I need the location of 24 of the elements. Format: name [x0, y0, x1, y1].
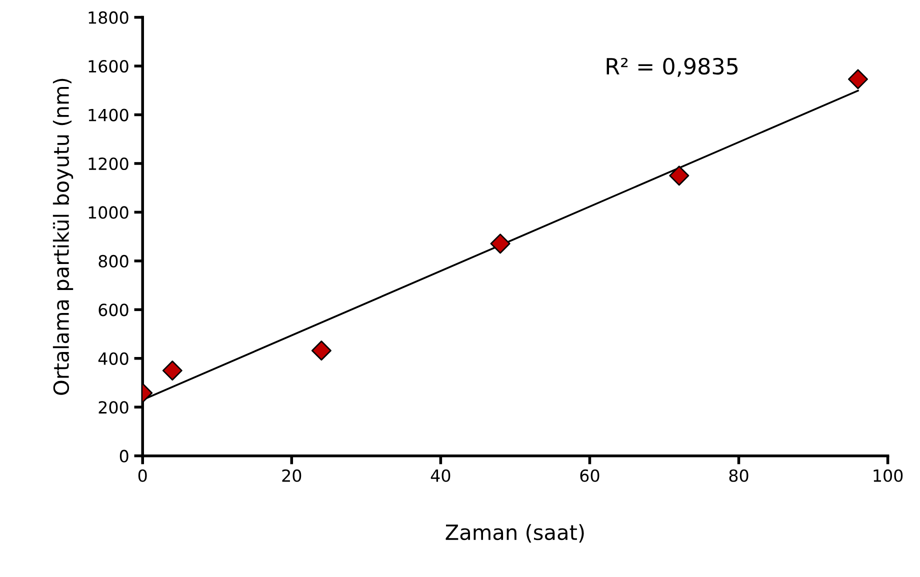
- y-tick-label: 1200: [88, 157, 128, 170]
- y-axis-title: Ortalama partikül boyutu (nm): [52, 78, 74, 395]
- x-tick-label: 80: [729, 469, 748, 482]
- x-tick-label: 100: [874, 469, 903, 482]
- annotation: R² = 0,9835: [606, 58, 738, 77]
- y-tick-label: 800: [98, 254, 128, 268]
- point: [669, 166, 690, 186]
- point: [490, 234, 510, 254]
- y-tick-label: 1000: [88, 206, 128, 219]
- y-tick-label: 1800: [88, 11, 128, 24]
- x-tick-label: 60: [580, 469, 600, 482]
- y-tick-label: 600: [98, 304, 128, 316]
- x-axis-title: Zaman (saat): [446, 524, 584, 543]
- y-tick-label: 1400: [88, 108, 128, 122]
- x-tick-label: 40: [430, 469, 450, 482]
- x-tick-label: 20: [282, 469, 302, 482]
- y-tick-label: 400: [98, 352, 128, 365]
- y-tick-label: 0: [120, 450, 128, 462]
- y-tick-label: 200: [98, 401, 128, 414]
- y-tick-label: 1600: [88, 60, 128, 73]
- point: [848, 69, 868, 90]
- x-tick-label: 0: [138, 469, 147, 482]
- point: [162, 360, 182, 381]
- point: [311, 340, 332, 361]
